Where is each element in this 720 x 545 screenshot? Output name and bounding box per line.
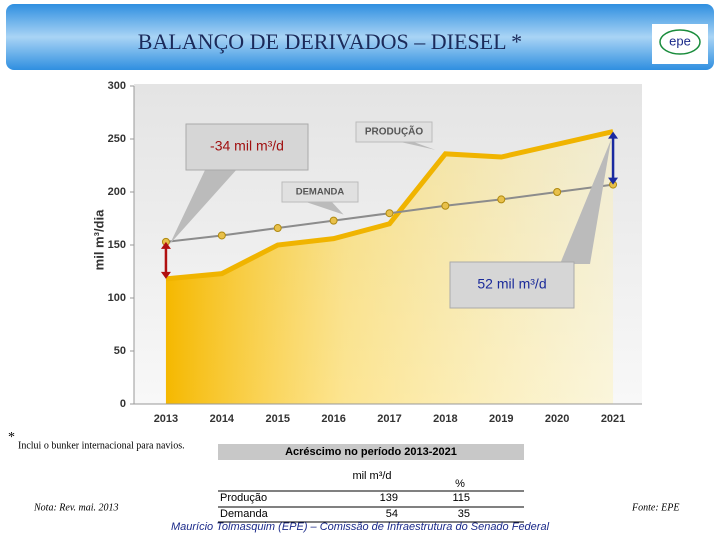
- table-cell: Demanda: [220, 508, 269, 520]
- x-tick-label: 2019: [489, 413, 513, 425]
- callout-box: [281, 181, 359, 203]
- demand-point: [273, 224, 282, 233]
- y-tick-label: 150: [108, 239, 126, 251]
- x-tick-label: 2021: [601, 413, 625, 425]
- callout-pointer: [169, 168, 238, 244]
- callout-pointer: [300, 200, 344, 215]
- y-tick-label: 250: [108, 133, 126, 145]
- logo: epe: [669, 33, 691, 48]
- note: Nota: Rev. mai. 2013: [33, 502, 119, 513]
- y-tick-label: 0: [120, 398, 126, 410]
- table-cell: Produção: [220, 492, 267, 504]
- y-tick-label: 50: [114, 345, 126, 357]
- production-line: [165, 129, 614, 282]
- chart: 0 50 100 150 200 250 300 2013 2014 2015 2016 2017 20…: [108, 80, 642, 425]
- annotation-box: [449, 261, 575, 309]
- series-label: PRODUÇÃO: [365, 125, 424, 138]
- series-label: DEMANDA: [296, 187, 345, 198]
- x-tick-label: 2016: [321, 413, 345, 425]
- table-cell: 139: [380, 492, 398, 504]
- footer: Maurício Tolmasquim (EPE) – Comissão de …: [171, 521, 550, 533]
- annotation: 52 mil m³/d: [477, 276, 546, 292]
- callout-box: [355, 121, 433, 143]
- table-cell: 54: [386, 508, 398, 520]
- arrow-head: [160, 241, 171, 249]
- table-header: mil m³/d: [352, 470, 391, 482]
- demand-point: [497, 195, 506, 204]
- x-tick-label: 2020: [545, 413, 569, 425]
- table-header: %: [455, 478, 465, 490]
- x-tick-label: 2013: [154, 413, 178, 425]
- y-axis-label: mil m³/dia: [91, 209, 106, 270]
- arrow-head: [608, 131, 619, 139]
- footnote: Inclui o bunker internacional para navio…: [18, 440, 185, 451]
- demand-point: [385, 209, 394, 218]
- callout-pointer: [560, 139, 612, 264]
- footnote-mark: *: [8, 430, 15, 445]
- annotation: -34 mil m³/d: [210, 138, 284, 154]
- demand-point: [329, 216, 338, 225]
- demand-point: [217, 231, 226, 240]
- source: Fonte: EPE: [631, 502, 679, 513]
- logo-ring: [659, 29, 701, 55]
- table-header-bg: [218, 444, 524, 460]
- demand-point: [441, 201, 450, 210]
- annotation-box: [185, 123, 309, 171]
- y-tick-label: 200: [108, 186, 126, 198]
- table-cell: 35: [458, 508, 470, 520]
- arrow-head: [160, 271, 171, 279]
- arrow-head: [608, 177, 619, 185]
- header-bar: [6, 4, 714, 70]
- demand-point: [553, 188, 562, 196]
- table-cell: 115: [452, 492, 470, 504]
- x-tick-label: 2018: [433, 413, 457, 425]
- x-tick-label: 2017: [377, 413, 401, 425]
- table-title: Acréscimo no período 2013-2021: [285, 446, 457, 458]
- y-tick-label: 100: [108, 292, 126, 304]
- y-tick-label: 300: [108, 80, 126, 92]
- x-tick-label: 2014: [210, 413, 235, 425]
- title: BALANÇO DE DERIVADOS – DIESEL *: [138, 29, 522, 54]
- x-tick-label: 2015: [265, 413, 289, 425]
